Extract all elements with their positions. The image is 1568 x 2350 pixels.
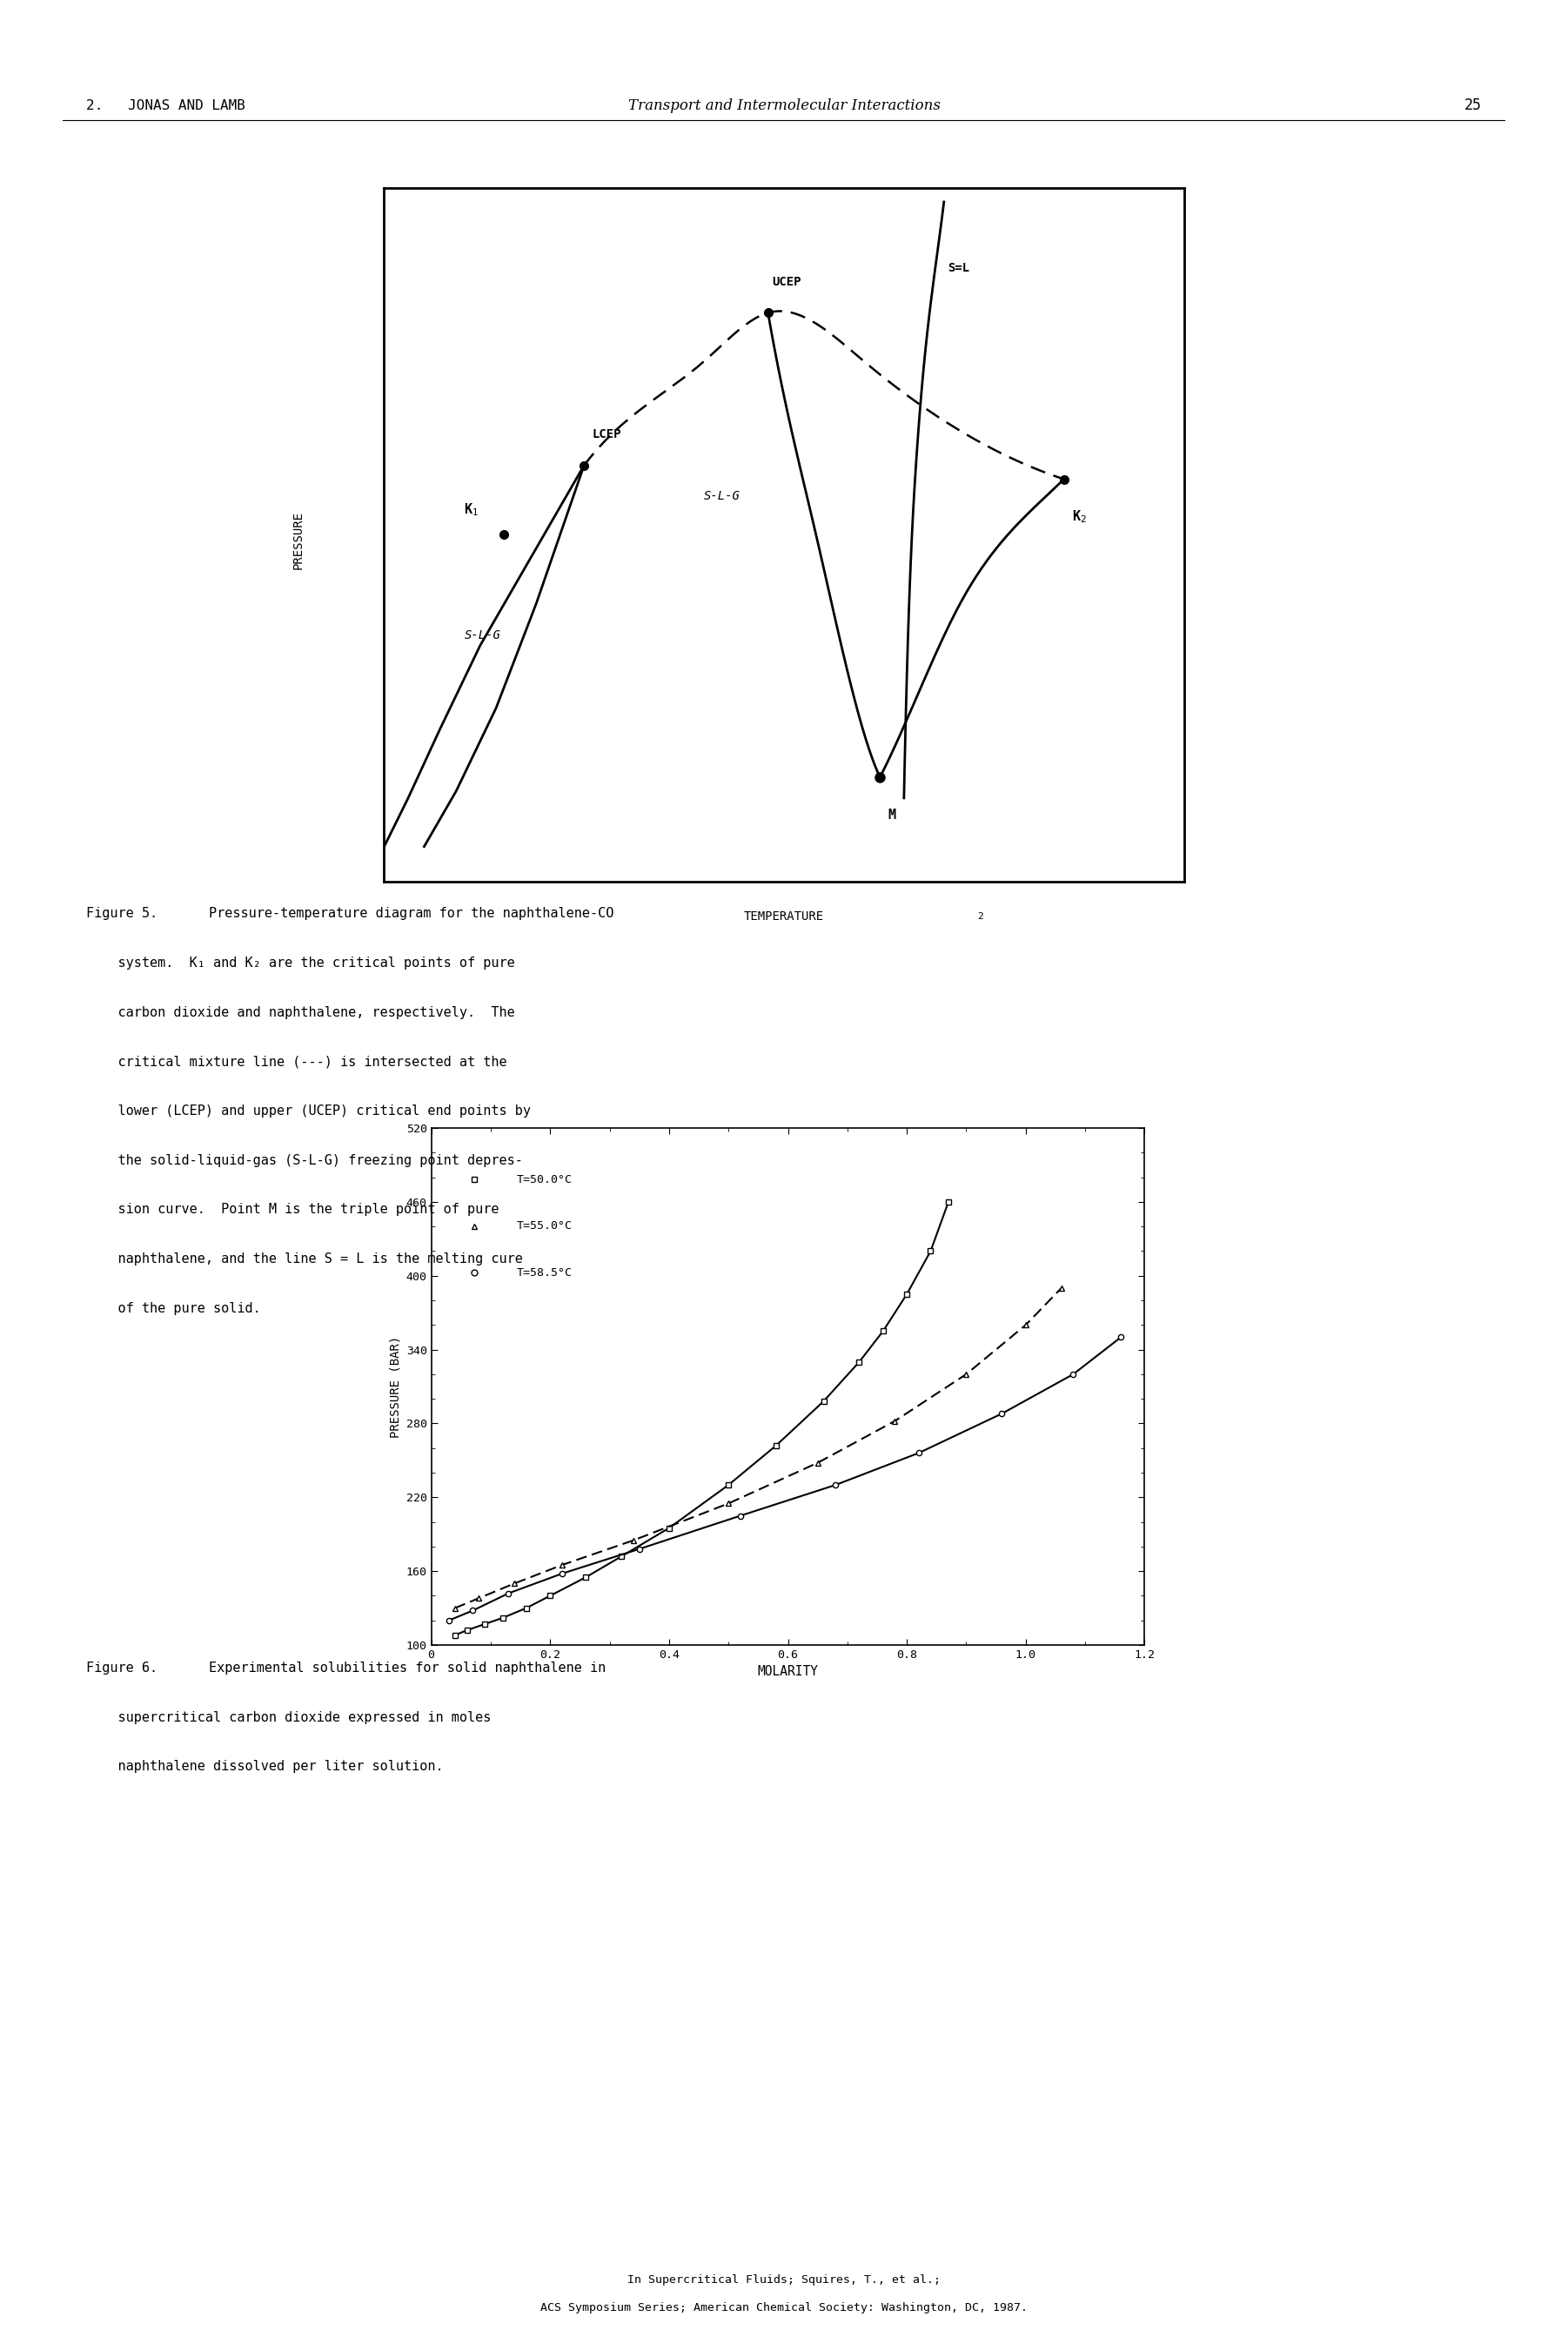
Text: S-L-G: S-L-G bbox=[464, 630, 500, 642]
Text: 2.   JONAS AND LAMB: 2. JONAS AND LAMB bbox=[86, 99, 245, 113]
Text: ACS Symposium Series; American Chemical Society: Washington, DC, 1987.: ACS Symposium Series; American Chemical … bbox=[541, 2303, 1027, 2312]
Text: K$_2$: K$_2$ bbox=[1073, 508, 1087, 524]
Text: UCEP: UCEP bbox=[771, 275, 801, 287]
Text: PRESSURE: PRESSURE bbox=[292, 512, 304, 569]
Text: the solid-liquid-gas (S-L-G) freezing point depres-: the solid-liquid-gas (S-L-G) freezing po… bbox=[86, 1154, 524, 1168]
Text: supercritical carbon dioxide expressed in moles: supercritical carbon dioxide expressed i… bbox=[86, 1711, 491, 1725]
Text: T=50.0°C: T=50.0°C bbox=[517, 1175, 572, 1184]
Text: Experimental solubilities for solid naphthalene in: Experimental solubilities for solid naph… bbox=[209, 1661, 605, 1676]
Text: system.  K₁ and K₂ are the critical points of pure: system. K₁ and K₂ are the critical point… bbox=[86, 956, 514, 971]
Text: lower (LCEP) and upper (UCEP) critical end points by: lower (LCEP) and upper (UCEP) critical e… bbox=[86, 1104, 532, 1119]
Text: LCEP: LCEP bbox=[593, 428, 621, 439]
Text: naphthalene, and the line S = L is the melting cure: naphthalene, and the line S = L is the m… bbox=[86, 1253, 524, 1267]
Text: In Supercritical Fluids; Squires, T., et al.;: In Supercritical Fluids; Squires, T., et… bbox=[627, 2275, 941, 2284]
Text: Figure 5.: Figure 5. bbox=[86, 907, 158, 921]
Text: critical mixture line (---) is intersected at the: critical mixture line (---) is intersect… bbox=[86, 1055, 506, 1069]
Text: S-L-G: S-L-G bbox=[704, 491, 740, 503]
Text: of the pure solid.: of the pure solid. bbox=[86, 1302, 260, 1316]
Text: T=58.5°C: T=58.5°C bbox=[517, 1267, 572, 1278]
Text: carbon dioxide and naphthalene, respectively.  The: carbon dioxide and naphthalene, respecti… bbox=[86, 1006, 514, 1020]
Text: T=55.0°C: T=55.0°C bbox=[517, 1220, 572, 1231]
Text: TEMPERATURE: TEMPERATURE bbox=[743, 909, 825, 924]
Text: Pressure-temperature diagram for the naphthalene-CO: Pressure-temperature diagram for the nap… bbox=[209, 907, 613, 921]
Text: Figure 6.: Figure 6. bbox=[86, 1661, 158, 1676]
Text: naphthalene dissolved per liter solution.: naphthalene dissolved per liter solution… bbox=[86, 1760, 444, 1774]
Text: 25: 25 bbox=[1465, 99, 1482, 113]
Text: K$_1$: K$_1$ bbox=[464, 501, 478, 517]
X-axis label: MOLARITY: MOLARITY bbox=[757, 1666, 818, 1678]
Text: sion curve.  Point M is the triple point of pure: sion curve. Point M is the triple point … bbox=[86, 1203, 499, 1217]
Text: 2: 2 bbox=[977, 912, 983, 921]
Text: Transport and Intermolecular Interactions: Transport and Intermolecular Interaction… bbox=[627, 99, 941, 113]
Text: S=L: S=L bbox=[949, 261, 969, 275]
Y-axis label: PRESSURE (BAR): PRESSURE (BAR) bbox=[389, 1335, 401, 1438]
Text: M: M bbox=[887, 808, 895, 822]
